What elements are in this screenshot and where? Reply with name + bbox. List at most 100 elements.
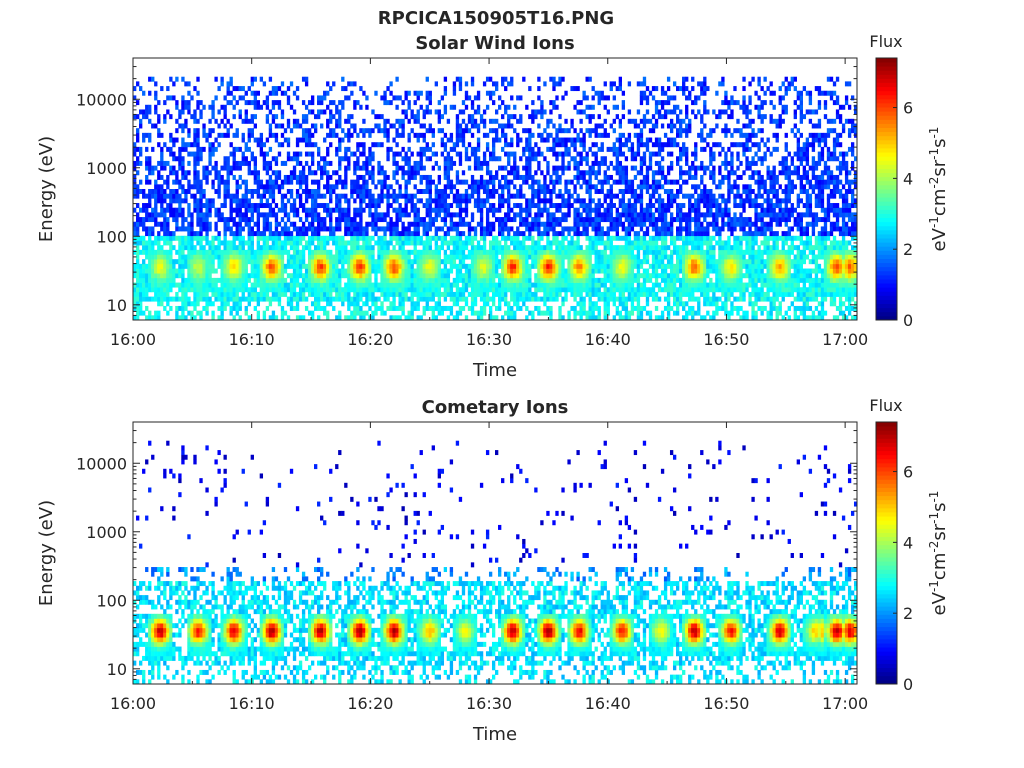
heatmap-cell: [271, 118, 276, 124]
heatmap-cell: [525, 156, 529, 162]
heatmap-cell: [259, 146, 264, 152]
heatmap-cell: [609, 273, 613, 279]
heatmap-cell: [473, 277, 478, 283]
heatmap-cell: [582, 282, 586, 288]
heatmap-cell: [265, 160, 270, 166]
heatmap-cell: [597, 235, 601, 241]
heatmap-cell: [329, 277, 333, 283]
heatmap-cell: [495, 170, 499, 176]
heatmap-cell: [211, 282, 215, 288]
heatmap-cell: [205, 203, 209, 209]
heatmap-cell: [256, 104, 260, 110]
heatmap-cell: [220, 254, 224, 260]
heatmap-cell: [359, 184, 363, 190]
heatmap-cell: [504, 254, 508, 260]
heatmap-cell: [229, 165, 233, 171]
heatmap-cell: [301, 263, 306, 269]
heatmap-cell: [326, 90, 330, 96]
heatmap-cell: [455, 198, 460, 204]
heatmap-cell: [504, 137, 508, 143]
heatmap-cell: [525, 245, 529, 251]
heatmap-cell: [543, 254, 547, 260]
heatmap-cell: [184, 315, 188, 321]
heatmap-cell: [256, 268, 260, 274]
heatmap-cell: [154, 291, 158, 297]
heatmap-cell: [498, 287, 502, 293]
heatmap-cell: [476, 142, 481, 148]
heatmap-cell: [371, 226, 375, 232]
heatmap-cell: [365, 263, 369, 269]
heatmap-cell: [265, 198, 270, 204]
heatmap-cell: [377, 160, 381, 166]
heatmap-cell: [169, 263, 173, 269]
heatmap-cell: [588, 174, 592, 180]
heatmap-cell: [537, 123, 541, 129]
heatmap-cell: [250, 231, 254, 237]
heatmap-cell: [133, 315, 137, 321]
heatmap-cell: [504, 174, 508, 180]
heatmap-cell: [513, 254, 517, 260]
heatmap-cell: [157, 212, 161, 218]
heatmap-cell: [256, 310, 260, 316]
heatmap-cell: [199, 146, 203, 152]
heatmap-cell: [253, 76, 257, 82]
heatmap-cell: [323, 137, 327, 143]
heatmap-cell: [320, 193, 324, 199]
heatmap-cell: [187, 296, 191, 302]
heatmap-cell: [485, 189, 490, 194]
heatmap-cell: [380, 245, 384, 251]
heatmap-cell: [498, 263, 502, 269]
heatmap-cell: [498, 203, 502, 209]
heatmap-cell: [211, 291, 215, 297]
heatmap-cell: [289, 231, 294, 237]
heatmap-cell: [271, 100, 276, 106]
heatmap-cell: [380, 249, 384, 255]
heatmap-cell: [485, 217, 490, 223]
heatmap-cell: [250, 273, 254, 279]
heatmap-cell: [175, 235, 179, 241]
heatmap-cell: [582, 231, 586, 237]
heatmap-cell: [184, 235, 188, 241]
heatmap-cell: [151, 245, 155, 251]
heatmap-cell: [154, 123, 158, 129]
heatmap-cell: [543, 259, 547, 265]
heatmap-cell: [163, 198, 167, 204]
heatmap-cell: [314, 259, 318, 265]
heatmap-cell: [386, 221, 390, 227]
heatmap-cell: [464, 282, 469, 288]
heatmap-cell: [265, 165, 270, 171]
heatmap-cell: [256, 207, 260, 213]
heatmap-cell: [374, 212, 378, 218]
heatmap-cell: [501, 254, 505, 260]
heatmap-cell: [232, 132, 236, 138]
heatmap-cell: [298, 273, 303, 279]
heatmap-cell: [214, 296, 218, 302]
heatmap-cell: [283, 263, 288, 269]
heatmap-cell: [199, 179, 203, 185]
heatmap-cell: [513, 203, 517, 209]
heatmap-cell: [534, 114, 538, 120]
heatmap-cell: [374, 301, 378, 307]
heatmap-cell: [537, 198, 541, 204]
heatmap-cell: [262, 235, 267, 241]
heatmap-cell: [341, 137, 345, 143]
heatmap-cell: [540, 114, 544, 120]
heatmap-cell: [187, 259, 191, 265]
heatmap-cell: [208, 273, 212, 279]
heatmap-cell: [425, 277, 429, 283]
heatmap-cell: [488, 128, 493, 134]
heatmap-cell: [136, 282, 140, 288]
heatmap-cell: [495, 118, 499, 124]
heatmap-cell: [552, 217, 556, 223]
heatmap-cell: [591, 273, 595, 279]
heatmap-cell: [247, 291, 251, 297]
heatmap-cell: [205, 296, 209, 302]
heatmap-cell: [377, 170, 381, 176]
heatmap-cell: [552, 100, 556, 106]
heatmap-cell: [495, 305, 499, 311]
heatmap-cell: [338, 165, 342, 171]
heatmap-cell: [516, 212, 520, 218]
heatmap-cell: [244, 142, 248, 148]
heatmap-cell: [498, 123, 502, 129]
heatmap-cell: [476, 184, 481, 190]
